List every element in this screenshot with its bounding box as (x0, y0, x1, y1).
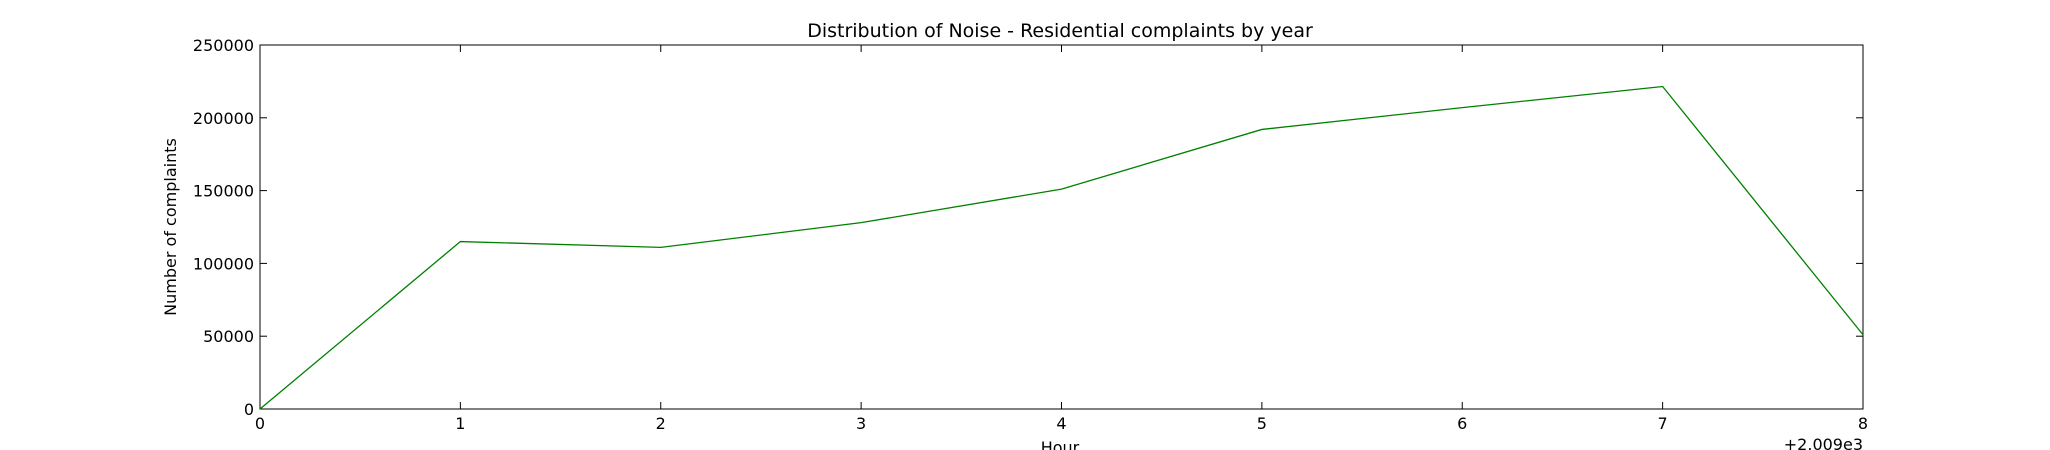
x-axis-ticks: 0 1 2 3 4 5 6 7 8 (255, 45, 1868, 433)
series-line (259, 85, 1864, 410)
y-axis-label: Number of complaints (161, 138, 180, 316)
x-axis-label: Hour (1041, 438, 1080, 450)
y-tick-label: 250000 (193, 36, 254, 55)
x-tick-label: 0 (255, 414, 265, 433)
x-tick-label: 2 (656, 414, 666, 433)
y-tick-label: 100000 (193, 254, 254, 273)
x-tick-label: 7 (1658, 414, 1668, 433)
x-tick-label: 8 (1858, 414, 1868, 433)
x-tick-label: 3 (856, 414, 866, 433)
chart-title: Distribution of Noise - Residential comp… (807, 20, 1313, 42)
y-tick-label: 50000 (203, 327, 254, 346)
x-tick-label: 5 (1257, 414, 1267, 433)
x-tick-label: 4 (1056, 414, 1066, 433)
y-tick-label: 150000 (193, 182, 254, 201)
y-tick-label: 0 (244, 400, 254, 419)
x-axis-offset-label: +2.009e3 (1784, 435, 1863, 450)
x-tick-label: 6 (1457, 414, 1467, 433)
y-tick-label: 200000 (193, 109, 254, 128)
y-axis-ticks: 0 50000 100000 150000 200000 250000 (193, 36, 1863, 419)
x-tick-label: 1 (455, 414, 465, 433)
series-layer (259, 85, 1864, 410)
